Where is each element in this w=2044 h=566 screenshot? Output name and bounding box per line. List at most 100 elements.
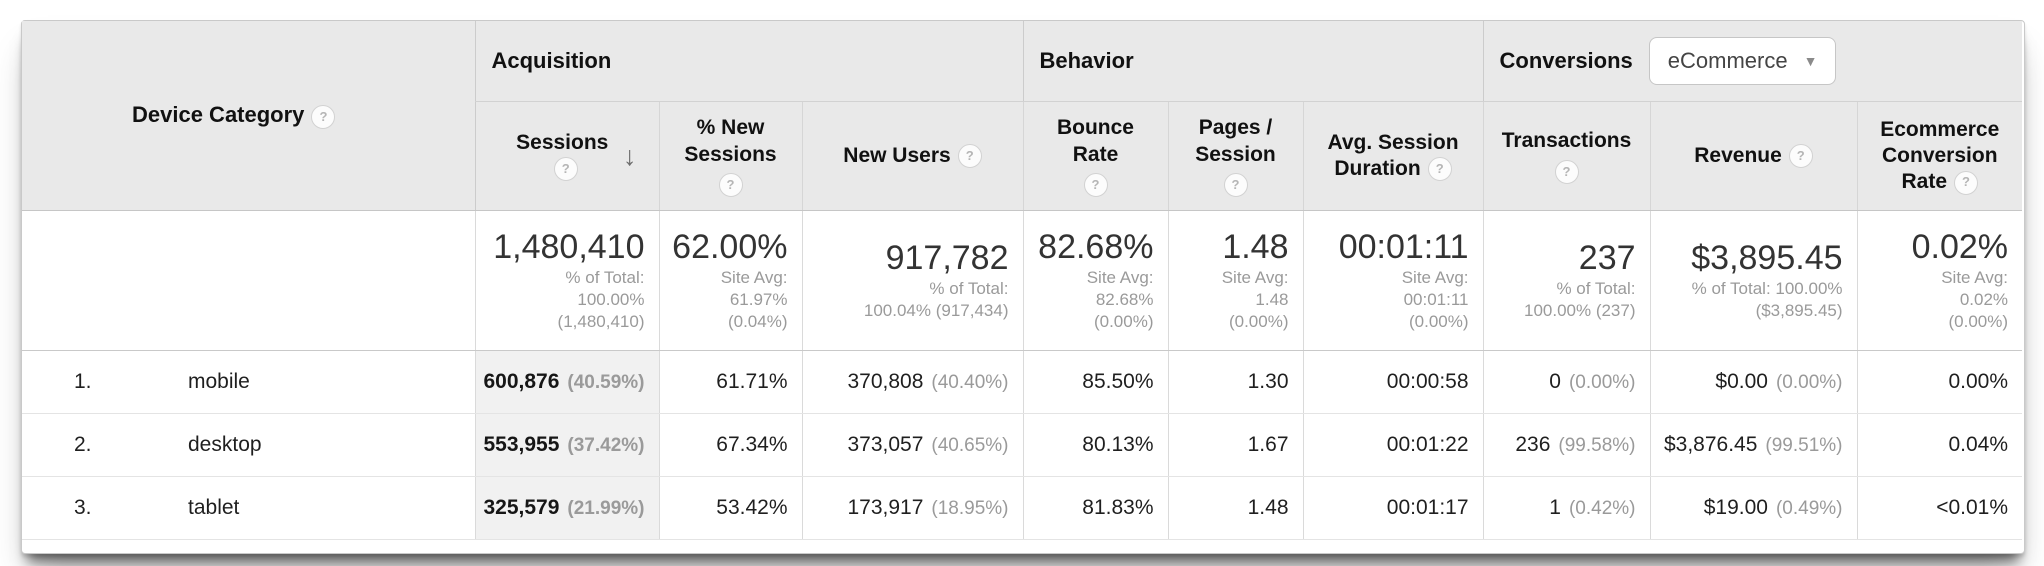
cell-avg-duration: 00:01:22 xyxy=(1302,413,1484,477)
totals-revenue-value: $3,895.45 xyxy=(1691,238,1843,277)
revenue-header-label: Revenue xyxy=(1694,143,1782,167)
device-category-label: Device Category xyxy=(132,102,305,128)
ecomm-conv-rate-header-label: Ecommerce Conversion Rate xyxy=(1880,117,2000,194)
dropdown-arrow-icon: ▼ xyxy=(1803,53,1818,69)
totals-sessions-value: 1,480,410 xyxy=(493,227,645,266)
cell-sessions: 325,579 (21.99%) xyxy=(474,476,659,540)
cell-revenue: $3,876.45 (99.51%) xyxy=(1649,413,1858,477)
group-conversions: Conversions eCommerce ▼ xyxy=(1482,21,2023,102)
cell-new-users: 173,917 (18.95%) xyxy=(801,476,1023,540)
device-category-table: Device Category? Acquisition Behavior Co… xyxy=(22,21,2023,540)
help-icon[interactable]: ? xyxy=(1223,172,1248,197)
table-row-desktop: 2. desktop 553,955 (37.42%) 67.34% 373,057… xyxy=(22,413,2023,477)
cell-sessions: 553,955 (37.42%) xyxy=(474,413,659,477)
totals-new-sessions: 62.00% Site Avg: 61.97% (0.04%) xyxy=(658,210,802,351)
table-row-tablet: 3. tablet 325,579 (21.99%) 53.42% 173,917(… xyxy=(22,476,2023,540)
help-icon[interactable]: ? xyxy=(1554,159,1579,184)
sort-desc-icon[interactable]: ↓ xyxy=(623,140,637,171)
help-icon[interactable]: ? xyxy=(957,144,982,169)
totals-bounce-rate: 82.68% Site Avg: 82.68% (0.00%) xyxy=(1022,210,1168,351)
device-label-cell: 2. desktop xyxy=(22,413,475,477)
row-rank: 2. xyxy=(74,433,92,456)
cell-revenue: $0.00 (0.00%) xyxy=(1649,350,1858,414)
totals-avg-session-duration: 00:01:11 Site Avg: 00:01:11 (0.00%) xyxy=(1302,210,1484,351)
column-header-row: Sessions? ↓ % New Sessions? New Users? B… xyxy=(22,101,2023,211)
cell-transactions: 0 (0.00%) xyxy=(1482,350,1651,414)
new-users-header-label: New Users xyxy=(843,143,951,167)
cell-bounce-rate: 81.83% xyxy=(1022,476,1168,540)
totals-transactions-value: 237 xyxy=(1578,238,1636,277)
column-header-new-sessions[interactable]: % New Sessions? xyxy=(658,101,802,211)
help-icon[interactable]: ? xyxy=(1083,172,1108,197)
totals-avg-session-duration-value: 00:01:11 xyxy=(1338,227,1469,266)
help-icon[interactable]: ? xyxy=(311,104,336,129)
table-row-mobile: 1. mobile 600,876 (40.59%) 61.71% 370,808(… xyxy=(22,350,2023,414)
cell-avg-duration: 00:01:17 xyxy=(1302,476,1484,540)
avg-session-duration-header-label: Avg. Session Duration xyxy=(1327,130,1459,180)
dropdown-selected-value: eCommerce xyxy=(1667,48,1788,73)
conversions-goal-dropdown[interactable]: eCommerce ▼ xyxy=(1648,37,1837,85)
group-behavior: Behavior xyxy=(1022,21,1484,102)
cell-conv-rate: <0.01% xyxy=(1856,476,2023,540)
help-icon[interactable]: ? xyxy=(718,172,743,197)
cell-new-sessions: 61.71% xyxy=(658,350,802,414)
device-label[interactable]: mobile xyxy=(188,370,250,393)
help-icon[interactable]: ? xyxy=(553,157,578,182)
totals-new-users: 917,782 % of Total: 100.04% (917,434) xyxy=(801,210,1023,351)
group-header-row: Device Category? Acquisition Behavior Co… xyxy=(22,21,2023,211)
cell-transactions: 1 (0.42%) xyxy=(1482,476,1651,540)
totals-bounce-rate-value: 82.68% xyxy=(1038,227,1154,266)
group-behavior-label: Behavior xyxy=(1039,48,1134,73)
sessions-header-label: Sessions xyxy=(516,130,609,154)
totals-ecomm-conv-rate: 0.02% Site Avg: 0.02% (0.00%) xyxy=(1856,210,2023,351)
group-conversions-label: Conversions xyxy=(1499,48,1633,73)
help-icon[interactable]: ? xyxy=(1954,170,1979,195)
device-label-cell: 1. mobile xyxy=(22,350,475,414)
device-label-cell: 3. tablet xyxy=(22,476,475,540)
row-rank: 3. xyxy=(74,496,92,519)
pages-session-header-label: Pages / Session xyxy=(1195,116,1276,166)
totals-new-sessions-value: 62.00% xyxy=(672,227,788,266)
cell-sessions: 600,876 (40.59%) xyxy=(474,350,659,414)
column-header-bounce-rate[interactable]: Bounce Rate? xyxy=(1022,101,1168,211)
totals-empty-cell xyxy=(22,210,475,351)
help-icon[interactable]: ? xyxy=(1427,157,1452,182)
cell-transactions: 236 (99.58%) xyxy=(1482,413,1651,477)
analytics-report-table: Device Category? Acquisition Behavior Co… xyxy=(21,20,2025,554)
cell-avg-duration: 00:00:58 xyxy=(1302,350,1484,414)
column-header-ecommerce-conversion-rate[interactable]: Ecommerce Conversion Rate? xyxy=(1856,101,2023,211)
new-sessions-header-label: % New Sessions xyxy=(684,116,777,166)
totals-revenue: $3,895.45 % of Total: 100.00% ($3,895.45… xyxy=(1649,210,1858,351)
device-label[interactable]: tablet xyxy=(188,496,240,519)
totals-transactions: 237 % of Total: 100.00% (237) xyxy=(1482,210,1651,351)
group-acquisition-label: Acquisition xyxy=(491,48,612,73)
totals-row: 1,480,410 % of Total: 100.00% (1,480,410… xyxy=(22,210,2023,351)
column-header-avg-session-duration[interactable]: Avg. Session Duration? xyxy=(1302,101,1484,211)
column-header-revenue[interactable]: Revenue? xyxy=(1649,101,1858,211)
cell-conv-rate: 0.00% xyxy=(1856,350,2023,414)
cell-new-sessions: 53.42% xyxy=(658,476,802,540)
cell-new-sessions: 67.34% xyxy=(658,413,802,477)
cell-bounce-rate: 85.50% xyxy=(1022,350,1168,414)
column-header-transactions[interactable]: Transactions? xyxy=(1482,101,1651,211)
column-header-new-users[interactable]: New Users? xyxy=(801,101,1023,211)
help-icon[interactable]: ? xyxy=(1788,144,1813,169)
cell-pages-session: 1.48 xyxy=(1167,476,1303,540)
column-header-sessions[interactable]: Sessions? ↓ xyxy=(474,101,659,211)
column-header-pages-session[interactable]: Pages / Session? xyxy=(1167,101,1303,211)
group-acquisition: Acquisition xyxy=(474,21,1023,102)
totals-ecomm-conv-rate-value: 0.02% xyxy=(1911,227,2009,266)
cell-new-users: 373,057 (40.65%) xyxy=(801,413,1023,477)
cell-bounce-rate: 80.13% xyxy=(1022,413,1168,477)
totals-pages-session: 1.48 Site Avg: 1.48 (0.00%) xyxy=(1167,210,1303,351)
cell-pages-session: 1.67 xyxy=(1167,413,1303,477)
device-category-header[interactable]: Device Category? xyxy=(22,21,475,211)
bounce-rate-header-label: Bounce Rate xyxy=(1056,116,1134,166)
cell-revenue: $19.00 (0.49%) xyxy=(1649,476,1858,540)
cell-new-users: 370,808 (40.40%) xyxy=(801,350,1023,414)
cell-pages-session: 1.30 xyxy=(1167,350,1303,414)
totals-new-users-value: 917,782 xyxy=(885,238,1009,277)
device-label[interactable]: desktop xyxy=(188,433,262,456)
cell-conv-rate: 0.04% xyxy=(1856,413,2023,477)
totals-sessions: 1,480,410 % of Total: 100.00% (1,480,410… xyxy=(474,210,659,351)
